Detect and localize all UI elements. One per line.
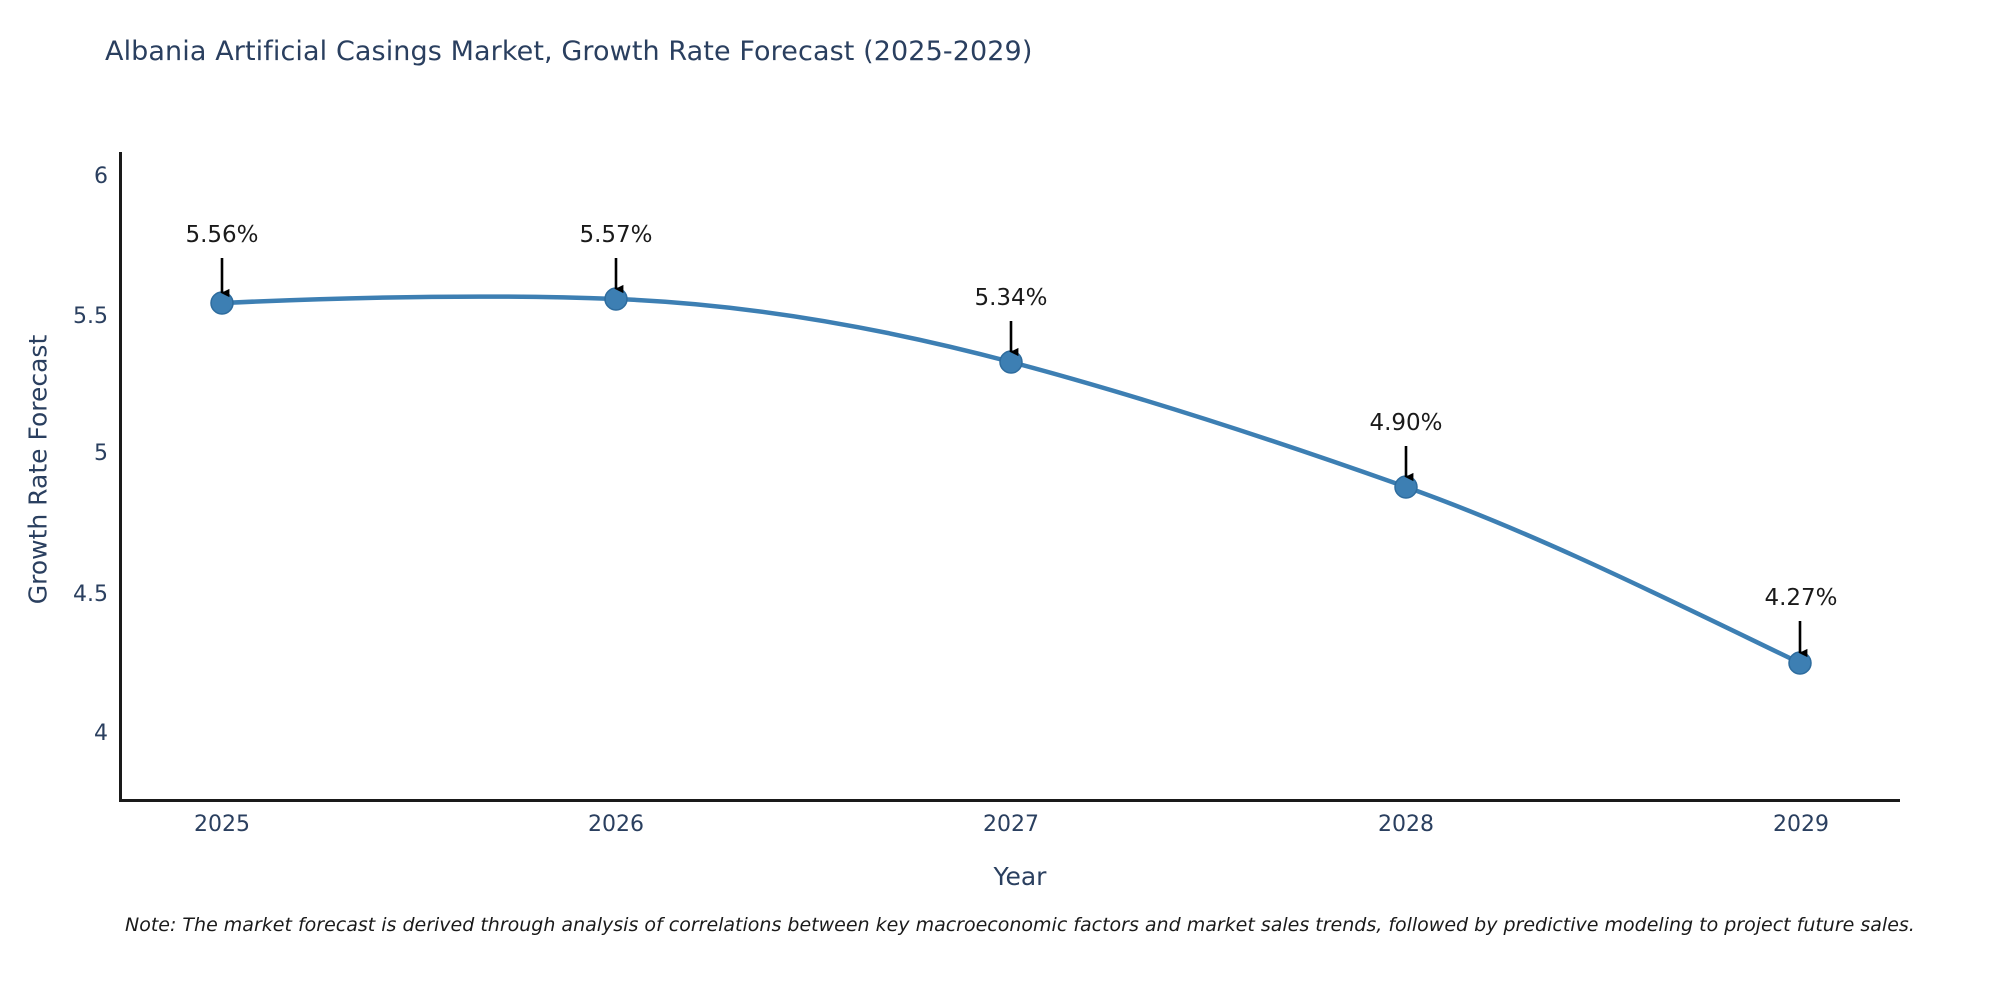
y-tick-label-4-5: 4.5 [73,582,108,607]
data-point-2029[interactable] [1788,651,1812,675]
y-tick-label-5: 5 [94,441,108,466]
x-tick-label-2028: 2028 [1378,812,1434,837]
data-point-2027[interactable] [999,350,1023,374]
data-label-2026: 5.57% [579,222,653,248]
x-axis-title: Year [0,862,2000,891]
data-point-2025[interactable] [210,291,234,315]
data-point-2028[interactable] [1394,475,1418,499]
y-tick-label-4: 4 [94,721,108,746]
x-tick-label-2026: 2026 [588,812,644,837]
data-label-2027: 5.34% [974,285,1048,311]
x-tick-label-2025: 2025 [194,812,250,837]
x-tick-label-2027: 2027 [983,812,1039,837]
data-label-2029: 4.27% [1764,585,1838,611]
page-title: Albania Artificial Casings Market, Growt… [105,36,1033,67]
data-point-2026[interactable] [604,287,628,311]
y-tick-label-5-5: 5.5 [73,304,108,329]
footnote-note: Note: The market forecast is derived thr… [125,914,1915,936]
x-axis-title-text: Year [993,862,1047,891]
x-tick-label-2029: 2029 [1773,812,1829,837]
y-tick-label-6: 6 [94,164,108,189]
data-label-2028: 4.90% [1369,410,1443,436]
data-label-2025: 5.56% [185,222,259,248]
